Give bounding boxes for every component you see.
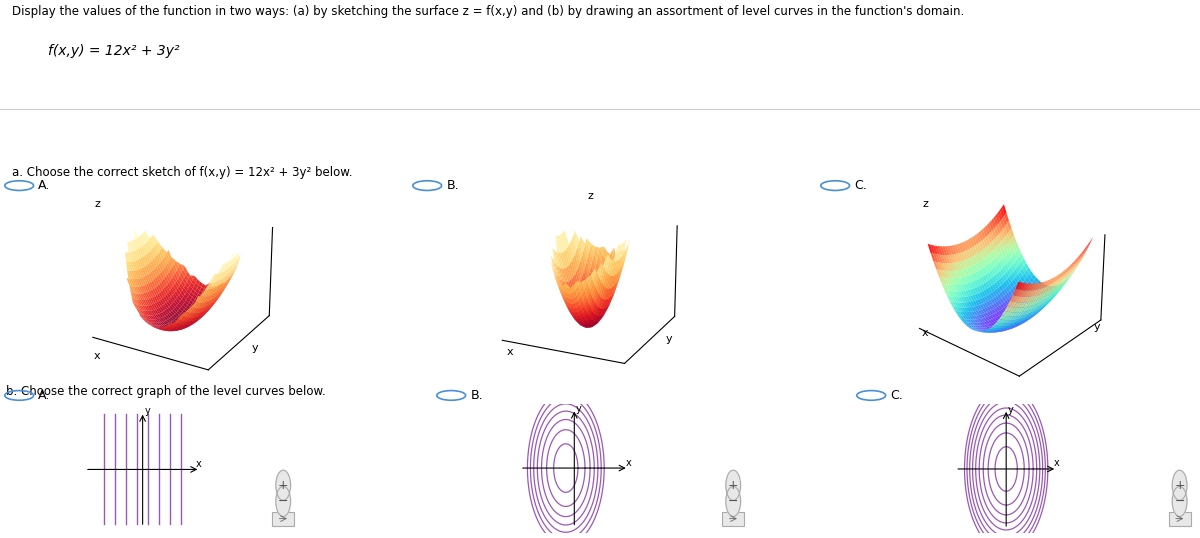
Circle shape [726, 470, 740, 500]
FancyBboxPatch shape [722, 512, 744, 526]
Text: z: z [922, 200, 928, 209]
Text: f(x,y) = 12x² + 3y²: f(x,y) = 12x² + 3y² [48, 44, 180, 58]
Text: x: x [94, 351, 101, 361]
Circle shape [276, 470, 290, 500]
Circle shape [276, 486, 290, 516]
Text: z: z [588, 192, 594, 201]
Circle shape [1172, 470, 1187, 500]
Text: −: − [1175, 495, 1184, 508]
FancyBboxPatch shape [272, 512, 294, 526]
Text: C.: C. [890, 389, 904, 402]
Text: B.: B. [470, 389, 484, 402]
Circle shape [1172, 486, 1187, 516]
Text: A.: A. [38, 389, 50, 402]
Text: y: y [144, 407, 150, 416]
Text: A.: A. [38, 179, 50, 192]
Text: x: x [196, 459, 202, 469]
Text: +: + [278, 479, 288, 492]
Text: z: z [94, 200, 100, 209]
Text: y: y [252, 343, 258, 352]
Text: −: − [278, 495, 288, 508]
Text: y: y [666, 335, 672, 344]
Text: y: y [1094, 322, 1100, 332]
Text: B.: B. [446, 179, 460, 192]
Text: x: x [506, 346, 512, 357]
FancyBboxPatch shape [1169, 512, 1190, 526]
Text: C.: C. [854, 179, 868, 192]
Text: x: x [1054, 458, 1060, 468]
Text: x: x [922, 328, 929, 338]
Text: y: y [1008, 405, 1014, 415]
Text: +: + [1175, 479, 1184, 492]
Circle shape [726, 486, 740, 516]
Text: a. Choose the correct sketch of f(x,y) = 12x² + 3y² below.: a. Choose the correct sketch of f(x,y) =… [12, 166, 353, 179]
Text: b. Choose the correct graph of the level curves below.: b. Choose the correct graph of the level… [6, 385, 325, 398]
Text: +: + [728, 479, 738, 492]
Text: −: − [728, 495, 738, 508]
Text: y: y [576, 404, 582, 414]
Text: x: x [625, 457, 631, 468]
Text: Display the values of the function in two ways: (a) by sketching the surface z =: Display the values of the function in tw… [12, 5, 965, 18]
